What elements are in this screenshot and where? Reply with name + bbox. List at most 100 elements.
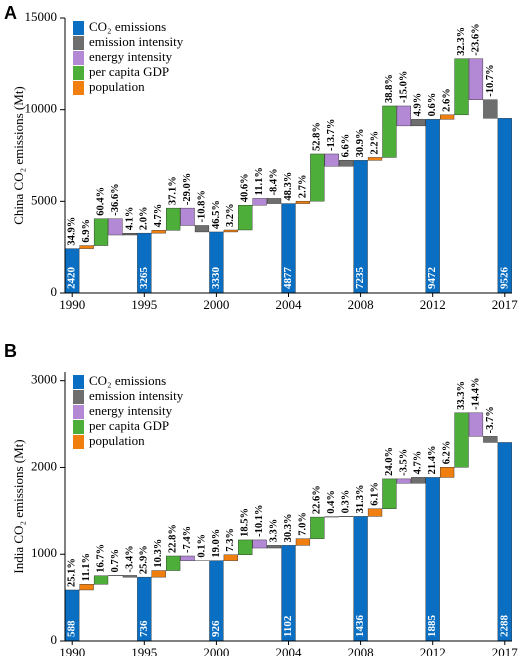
effect-label: 2.6% xyxy=(442,88,453,112)
effect-label: 60.4% xyxy=(95,187,106,216)
effect-label: 6.6% xyxy=(341,134,352,158)
x-tick-label: 1995 xyxy=(131,297,157,312)
effect-label: 4.7% xyxy=(413,451,424,475)
effect-label: -36.6% xyxy=(110,183,121,215)
effect-bar xyxy=(454,58,469,116)
total-bar xyxy=(497,118,512,294)
effect-bar xyxy=(166,555,181,571)
total-value-label: 926 xyxy=(210,620,222,637)
effect-label: 11.1% xyxy=(81,553,92,581)
effect-bar xyxy=(223,554,238,561)
total-bar xyxy=(425,119,440,294)
effect-label: 3.2% xyxy=(225,203,236,227)
y-tick-label: 15000 xyxy=(25,9,58,24)
total-change-label: 21.4% xyxy=(427,446,438,475)
panel-label: B xyxy=(4,341,17,361)
effect-bar xyxy=(93,218,109,246)
effect-bar xyxy=(468,58,484,100)
total-change-label: 25.9% xyxy=(139,545,150,574)
effect-label: 2.7% xyxy=(297,175,308,199)
x-tick-label: 2008 xyxy=(348,645,374,656)
legend-label: energy intensity xyxy=(89,403,173,418)
legend-label: emission intensity xyxy=(89,388,184,403)
effect-bar xyxy=(151,570,166,578)
total-value-label: 3265 xyxy=(138,267,150,290)
effect-label: 22.8% xyxy=(168,524,179,553)
effect-bar xyxy=(108,218,123,236)
total-change-label: 30.9% xyxy=(355,128,366,157)
effect-label: 7.0% xyxy=(297,512,308,536)
total-change-label: 30.3% xyxy=(283,513,294,542)
effect-label: 16.7% xyxy=(95,544,106,573)
effect-bar xyxy=(252,198,267,206)
x-tick-label: 2000 xyxy=(203,297,229,312)
total-value-label: 736 xyxy=(138,620,150,637)
legend-swatch xyxy=(73,21,84,35)
total-value-label: 3330 xyxy=(210,267,222,290)
effect-bar xyxy=(367,157,383,161)
total-bar xyxy=(497,442,512,642)
total-value-label: 2420 xyxy=(66,267,78,290)
legend-swatch xyxy=(73,36,84,50)
x-tick-label: 2000 xyxy=(203,645,229,656)
effect-label: 0.7% xyxy=(110,549,121,573)
effect-label: 32.3% xyxy=(456,27,467,56)
y-tick-label: 1000 xyxy=(31,545,57,560)
legend-label: population xyxy=(89,79,145,94)
total-value-label: 9472 xyxy=(426,267,438,290)
legend-swatch xyxy=(73,435,84,449)
y-tick-label: 0 xyxy=(51,284,58,299)
effect-bar xyxy=(324,153,339,167)
effect-bar xyxy=(367,508,383,517)
effect-bar xyxy=(79,245,94,249)
effect-label: 4.1% xyxy=(124,207,135,231)
effect-label: -10.1% xyxy=(254,505,265,537)
effect-bar xyxy=(122,232,138,236)
effect-bar xyxy=(483,99,498,119)
total-value-label: 588 xyxy=(66,620,78,637)
effect-bar xyxy=(411,477,426,484)
total-value-label: 9526 xyxy=(498,267,510,289)
x-tick-label: 2004 xyxy=(276,297,303,312)
effect-bar xyxy=(396,478,411,484)
effect-bar xyxy=(223,229,238,233)
effect-label: 0.3% xyxy=(341,490,352,514)
effect-bar xyxy=(151,230,166,234)
effect-bar xyxy=(122,575,138,578)
effect-bar xyxy=(310,516,325,539)
y-tick-label: 0 xyxy=(51,632,58,647)
effect-label: 2.2% xyxy=(369,131,380,155)
total-change-label: 2.0% xyxy=(139,207,150,231)
total-value-label: 1102 xyxy=(282,615,294,637)
total-value-label: 1885 xyxy=(426,615,438,638)
effect-label: -10.8% xyxy=(196,190,207,222)
total-change-label: 46.5% xyxy=(211,200,222,229)
effect-label: -29.0% xyxy=(182,173,193,205)
total-value-label: 1436 xyxy=(354,615,366,638)
effect-bar xyxy=(79,584,94,591)
effect-label: 0.4% xyxy=(326,490,337,514)
total-change-label: 0.6% xyxy=(427,93,438,117)
legend-label: CO₂ emissions xyxy=(89,19,166,34)
effect-label: 4.7% xyxy=(153,204,164,228)
effect-label: 3.3% xyxy=(268,519,279,543)
y-axis-label: India CO₂ emissions (Mt) xyxy=(11,439,26,573)
y-tick-label: 2000 xyxy=(31,458,57,473)
panel-label: A xyxy=(4,3,17,23)
effect-bar xyxy=(180,555,195,561)
effect-bar xyxy=(93,575,109,585)
total-change-label: 48.3% xyxy=(283,172,294,201)
y-axis-label: China CO₂ emissions (Mt) xyxy=(11,86,26,225)
effect-bar xyxy=(266,545,282,549)
effect-bar xyxy=(295,200,311,204)
effect-label: 18.5% xyxy=(240,508,251,537)
effect-bar xyxy=(411,119,426,127)
effect-bar xyxy=(439,467,455,478)
effect-bar xyxy=(439,114,455,120)
legend-swatch xyxy=(73,81,84,95)
effect-label: 6.9% xyxy=(81,219,92,243)
effect-bar xyxy=(194,225,210,233)
effect-bar xyxy=(339,160,354,167)
effect-label: -7.4% xyxy=(182,526,193,553)
effect-bar xyxy=(382,105,397,158)
